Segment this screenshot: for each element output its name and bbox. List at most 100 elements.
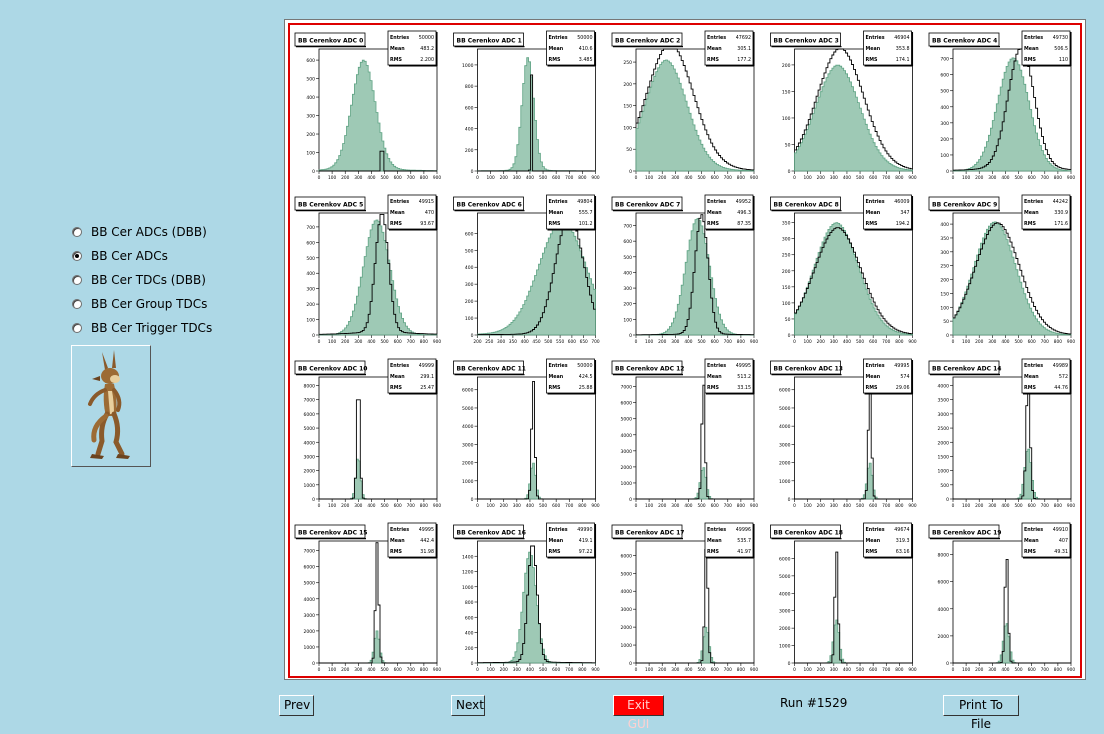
- y-tick-label: 6000: [779, 388, 791, 394]
- y-tick-label: 200: [782, 269, 791, 275]
- histogram-plot: 0 50 100 150 200 250 300 350 400 0 100 200 300 400 500…: [928, 194, 1075, 345]
- histogram-canvas[interactable]: 0 100 200 300 400 500 600 0 100 200 300 400 500 600 70…: [284, 19, 1086, 680]
- stats-entries-value: 49730: [1053, 35, 1068, 41]
- x-tick-label: 0: [318, 667, 321, 673]
- plot-title-box: BB Cerenkov ADC 11: [453, 360, 526, 376]
- histogram-plot: 0 1000 2000 3000 4000 5000 6000 0 100 200 300 400 50…: [770, 522, 917, 673]
- x-tick-label: 300: [671, 339, 679, 345]
- stats-rms-label: RMS: [549, 549, 561, 555]
- stats-entries-value: 49989: [1053, 363, 1068, 369]
- stats-box-frame: [1021, 194, 1071, 230]
- x-tick-label: 100: [328, 339, 336, 345]
- stats-rms-label: RMS: [707, 57, 719, 63]
- plot-title-box: BB Cerenkov ADC 12: [611, 360, 684, 376]
- stats-entries-value: 50000: [577, 35, 592, 41]
- y-tick-label: 100: [623, 317, 632, 323]
- y-tick-label: 200: [623, 302, 632, 308]
- histogram-line: [636, 214, 754, 336]
- y-tick-label: 0: [629, 169, 632, 175]
- y-tick-label: 200: [465, 646, 474, 652]
- x-tick-label: 600: [711, 339, 719, 345]
- plot-frame: [635, 376, 755, 500]
- x-tick-label: 200: [658, 503, 666, 509]
- y-tick-label: 2000: [621, 625, 633, 631]
- histogram-line: [953, 558, 1071, 664]
- y-tick-label: 600: [465, 231, 474, 237]
- x-tick-label: 600: [394, 175, 402, 181]
- x-tick-label: 100: [645, 503, 653, 509]
- radio-button[interactable]: [72, 323, 82, 333]
- stats-mean-label: Mean: [390, 538, 405, 544]
- option-bb-cer-adcs-dbb[interactable]: BB Cer ADCs (DBB): [72, 222, 207, 242]
- stats-entries-label: Entries: [707, 363, 726, 369]
- stats-entries-value: 49990: [577, 527, 592, 533]
- mascot-picture-button[interactable]: [71, 345, 151, 467]
- stats-rms-value: 87.35: [737, 221, 751, 227]
- radio-button-selected[interactable]: [72, 251, 82, 261]
- stats-rms-label: RMS: [549, 57, 561, 63]
- y-tick-label: 50: [943, 319, 949, 325]
- exit-gui-button[interactable]: Exit GUI: [613, 695, 664, 731]
- histogram-line: [319, 399, 437, 500]
- option-bb-cer-group-tdcs[interactable]: BB Cer Group TDCs: [72, 294, 207, 314]
- histogram-plot: 0 1000 2000 3000 4000 5000 6000 7000 0 100 200 300 4…: [294, 522, 441, 673]
- y-tick-label: 500: [465, 248, 474, 254]
- y-tick-label: 400: [940, 222, 949, 228]
- radio-button[interactable]: [72, 227, 82, 237]
- stats-mean-value: 506.5: [1054, 46, 1068, 52]
- plot-title-box: BB Cerenkov ADC 4: [928, 32, 1000, 48]
- x-tick-label: 100: [804, 339, 812, 345]
- histogram-plot: 0 1000 2000 3000 4000 5000 6000 0 100 200 300 400 50…: [453, 358, 600, 509]
- option-bb-cer-tdcs-dbb[interactable]: BB Cer TDCs (DBB): [72, 270, 206, 290]
- next-button[interactable]: Next: [451, 695, 485, 716]
- prev-button[interactable]: Prev: [279, 695, 314, 716]
- stats-rms-value: 25.47: [420, 385, 434, 391]
- y-tick-label: 3000: [938, 412, 950, 418]
- plot-title: BB Cerenkov ADC 0: [298, 38, 363, 45]
- x-tick-label: 200: [500, 503, 508, 509]
- x-tick-label: 0: [318, 175, 321, 181]
- histogram-line: [319, 542, 437, 664]
- x-tick-label: 100: [487, 175, 495, 181]
- option-label: BB Cer Trigger TDCs: [91, 321, 213, 335]
- x-tick-label: 100: [328, 667, 336, 673]
- y-tick-label: 1500: [938, 454, 950, 460]
- stats-rms-label: RMS: [390, 57, 402, 63]
- x-tick-label: 100: [962, 503, 970, 509]
- x-tick-label: 500: [380, 667, 388, 673]
- radio-button[interactable]: [72, 275, 82, 285]
- canvas-border: 0 100 200 300 400 500 600 0 100 200 300 400 500 600 70…: [288, 23, 1082, 678]
- radio-button[interactable]: [72, 299, 82, 309]
- y-tick-label: 1000: [621, 643, 633, 649]
- option-bb-cer-adcs[interactable]: BB Cer ADCs: [72, 246, 168, 266]
- histogram-plot: 0 50 100 150 200 250 0 100 200 300 400 500 600 700 800…: [611, 30, 758, 181]
- stats-mean-label: Mean: [390, 374, 405, 380]
- y-tick-label: 2000: [304, 629, 316, 635]
- print-to-file-button[interactable]: Print To File: [943, 695, 1019, 731]
- y-tick-label: 100: [623, 125, 632, 131]
- x-tick-label: 250: [485, 339, 493, 345]
- x-tick-label: 900: [433, 667, 441, 673]
- plot-title: BB Cerenkov ADC 3: [774, 38, 839, 45]
- option-bb-cer-trigger-tdcs[interactable]: BB Cer Trigger TDCs: [72, 318, 212, 338]
- y-tick-label: 0: [471, 333, 474, 339]
- x-tick-label: 700: [1041, 339, 1049, 345]
- histogram-plot: 0 500 1000 1500 2000 2500 3000 3500 4000 0 100 200 3…: [928, 358, 1075, 509]
- histogram-line: [477, 74, 596, 172]
- y-tick-label: 4000: [304, 597, 316, 603]
- stats-mean-label: Mean: [1024, 374, 1039, 380]
- x-tick-label: 200: [341, 175, 349, 181]
- y-tick-label: 350: [940, 236, 949, 242]
- x-tick-label: 200: [975, 339, 983, 345]
- stats-box: Entries 49995 Mean 442.4 RMS 31.98: [387, 522, 438, 559]
- plot-title-box: BB Cerenkov ADC 18: [770, 524, 843, 540]
- stats-entries-label: Entries: [1024, 35, 1043, 41]
- histogram-line: [794, 551, 913, 664]
- y-tick-label: 200: [306, 302, 315, 308]
- x-tick-label: 100: [804, 175, 812, 181]
- stats-mean-value: 410.6: [579, 46, 593, 52]
- y-tick-label: 2000: [779, 626, 791, 632]
- y-tick-label: 0: [788, 497, 791, 503]
- y-tick-label: 2500: [938, 426, 950, 432]
